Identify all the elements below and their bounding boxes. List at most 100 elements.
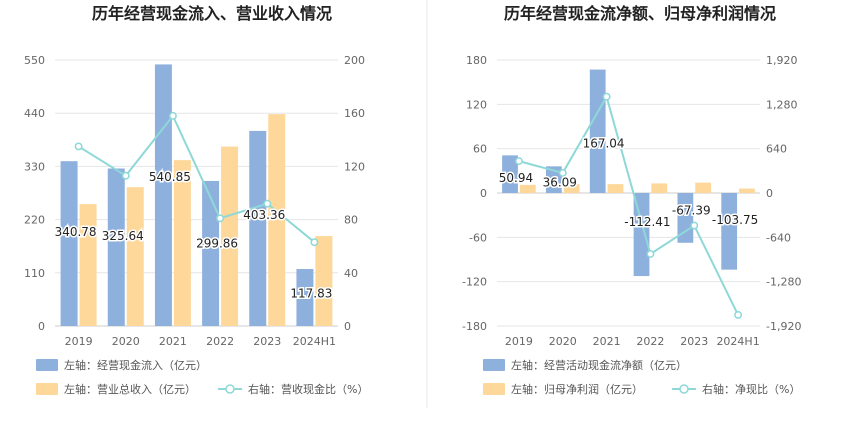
left-axis-tick: 120 [466,98,487,111]
chart-title: 历年经营现金流入、营业收入情况 [92,4,332,23]
line-point [263,199,272,208]
x-axis-tick: 2019 [505,335,533,348]
legend-label: 左轴：经营现金流入（亿元） [64,358,207,372]
bar-left-series [502,155,518,193]
legend-swatch-right-bar [36,383,58,395]
left-axis-tick: 440 [24,107,45,120]
right-axis-tick: 0 [766,187,773,200]
left-axis-tick: -60 [469,231,487,244]
legend-label: 左轴：经营活动现金流净额（亿元） [511,358,687,372]
chart-title: 历年经营现金流净额、归母净利润情况 [504,4,776,23]
bar-right-series [315,236,333,326]
right-axis-tick: 1,280 [766,98,798,111]
line-point [514,157,523,166]
data-label: 540.85 [149,170,191,184]
line-point [690,221,699,230]
bar-right-series [651,183,668,193]
x-axis-tick: 2021 [593,335,621,348]
bar-left-series [589,69,606,193]
legend-label: 右轴：净现比（%） [702,382,800,396]
right-axis-tick: 200 [344,54,365,67]
x-axis-tick: 2019 [65,335,93,348]
data-label: 340.78 [55,225,97,239]
bar-left-series [107,168,125,326]
left-axis-tick: -180 [462,320,487,333]
data-label: -112.41 [624,215,670,229]
left-axis-tick: 0 [480,187,487,200]
x-axis-tick: 2024H1 [293,335,336,348]
line-point [216,214,225,223]
bar-right-series [739,188,755,193]
data-label: 167.04 [583,137,625,151]
data-label: 403.36 [243,208,285,222]
left-axis-tick: 550 [24,54,45,67]
bar-right-series [519,184,536,193]
line-point [121,171,130,180]
legend-swatch-line-marker [225,384,235,394]
right-axis-tick: 120 [344,160,365,173]
line-point [602,92,611,101]
right-axis-tick: -640 [766,231,791,244]
bar-right-series [126,187,144,326]
bar-left-series [296,269,314,326]
line-series [78,113,316,243]
data-label: 50.94 [499,171,533,185]
bar-right-series [173,160,191,326]
bar-right-series [79,204,97,326]
line-point [734,310,743,319]
x-axis-tick: 2020 [112,335,140,348]
left-axis-tick: 110 [24,267,45,280]
data-label: 299.86 [196,236,238,250]
line-point [310,238,319,247]
legend-swatch-left-bar [36,359,58,371]
line-point [558,168,567,177]
x-axis-tick: 2021 [159,335,187,348]
bar-left-series [677,193,694,243]
line-point [168,111,177,120]
legend-label: 左轴：营业总收入（亿元） [64,382,196,396]
bar-left-series [545,166,562,193]
legend-label: 右轴：营收现金比（%） [248,382,368,396]
right-axis-tick: 1,920 [766,54,798,67]
x-axis-tick: 2022 [636,335,664,348]
right-axis-tick: -1,920 [766,320,801,333]
data-label: 325.64 [102,229,144,243]
right-axis-tick: 40 [344,267,358,280]
bar-right-series [607,184,624,193]
left-axis-tick: 180 [466,54,487,67]
x-axis-tick: 2024H1 [716,335,759,348]
legend-label: 左轴：归母净利润（亿元） [511,382,643,396]
bar-right-series [563,184,580,193]
left-axis-tick: 0 [38,320,45,333]
bar-left-series [249,130,267,326]
data-label: -67.39 [672,203,711,217]
right-axis-tick: 160 [344,107,365,120]
x-axis-tick: 2023 [680,335,708,348]
bar-left-series [721,193,738,270]
right-axis-tick: -1,280 [766,276,801,289]
x-axis-tick: 2023 [253,335,281,348]
left-axis-tick: 220 [24,214,45,227]
left-axis-tick: -120 [462,276,487,289]
data-label: -103.75 [712,213,758,227]
bar-left-series [202,180,220,326]
right-axis-tick: 640 [766,143,787,156]
legend-swatch-line-marker [679,384,689,394]
line-point [646,250,655,258]
line-series [518,94,739,316]
left-axis-tick: 330 [24,160,45,173]
legend-swatch-right-bar [483,383,505,395]
line-point [74,142,83,151]
bar-right-series [695,182,712,193]
data-label: 117.83 [290,287,332,301]
right-axis-tick: 80 [344,214,358,227]
bar-left-series [633,193,650,277]
legend-swatch-left-bar [483,359,505,371]
data-label: 36.09 [543,175,577,189]
bar-right-series [268,114,286,327]
x-axis-tick: 2022 [206,335,234,348]
bar-left-series [154,64,172,327]
x-axis-tick: 2020 [549,335,577,348]
